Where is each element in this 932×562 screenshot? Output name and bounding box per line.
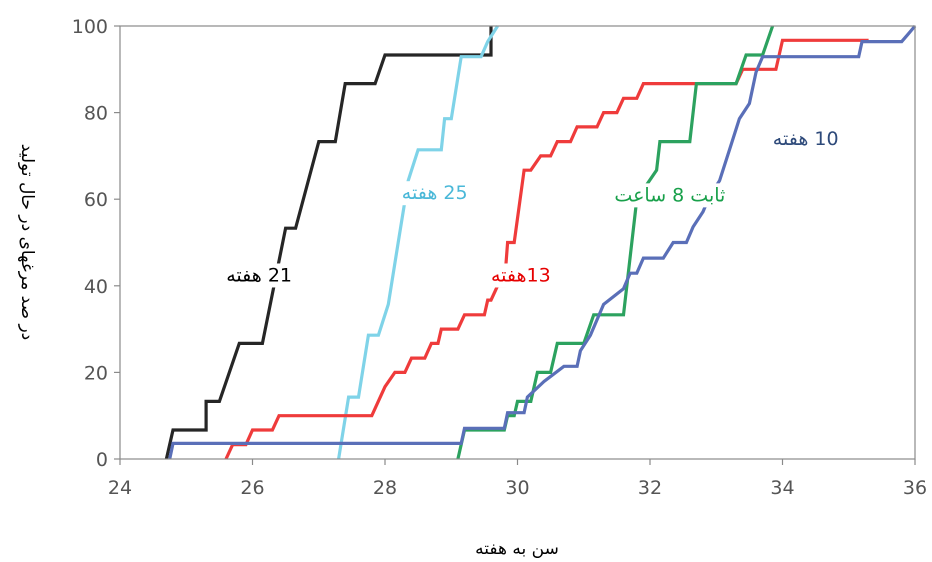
series-label-1: 25 هفته	[402, 182, 468, 204]
series-label-3: ثابت 8 ساعت	[614, 184, 725, 206]
series-label-0: 21 هفته	[226, 264, 292, 286]
x-tick-label-4: 32	[638, 477, 662, 499]
y-tick-label-1: 20	[84, 362, 108, 384]
x-tick-label-3: 30	[505, 477, 529, 499]
series-line-0	[164, 26, 493, 460]
y-axis-title: در صد مرغهای در حال تولید	[17, 144, 37, 340]
series-label-bg-0	[223, 263, 296, 288]
x-tick-label-0: 24	[108, 477, 132, 499]
series-label-4: 10 هفته	[773, 128, 839, 150]
x-tick-label-2: 28	[373, 477, 397, 499]
series-label-bg-4	[769, 127, 842, 152]
y-tick-label-3: 60	[84, 189, 108, 211]
x-tick-label-6: 36	[903, 477, 927, 499]
annotation-layer: 21 هفته 25 هفته 13هفته ثابت 8 ساعت 10 هفته	[223, 127, 842, 288]
series-label-bg-3	[611, 183, 729, 208]
series-label-bg-2	[487, 263, 554, 288]
y-tick-label-0: 0	[96, 449, 108, 471]
series-line-4	[168, 24, 917, 460]
plot-background	[120, 26, 915, 459]
series-label-bg-1	[398, 181, 471, 206]
y-tick-label-2: 40	[84, 276, 108, 298]
y-tick-label-5: 100	[72, 16, 108, 38]
y-tick-label-4: 80	[84, 103, 108, 125]
x-axis-title: سن به هفته	[475, 539, 559, 559]
x-tick-label-1: 26	[240, 477, 264, 499]
x-tick-label-5: 34	[770, 477, 794, 499]
tick-layer: 24 26 28 30 32 34 36 0 20 40 60 80 100	[72, 16, 927, 499]
series-label-2: 13هفته	[491, 264, 551, 286]
series-line-1	[337, 25, 499, 460]
series-line-3	[456, 25, 775, 460]
